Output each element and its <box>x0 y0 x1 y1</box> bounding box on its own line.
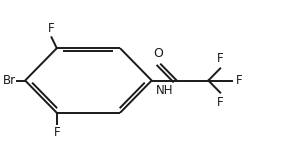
Text: F: F <box>217 96 224 109</box>
Text: F: F <box>236 74 243 87</box>
Text: Br: Br <box>3 74 16 87</box>
Text: F: F <box>48 22 55 35</box>
Text: O: O <box>153 47 163 61</box>
Text: NH: NH <box>155 84 173 97</box>
Text: F: F <box>53 126 60 139</box>
Text: F: F <box>217 52 224 65</box>
